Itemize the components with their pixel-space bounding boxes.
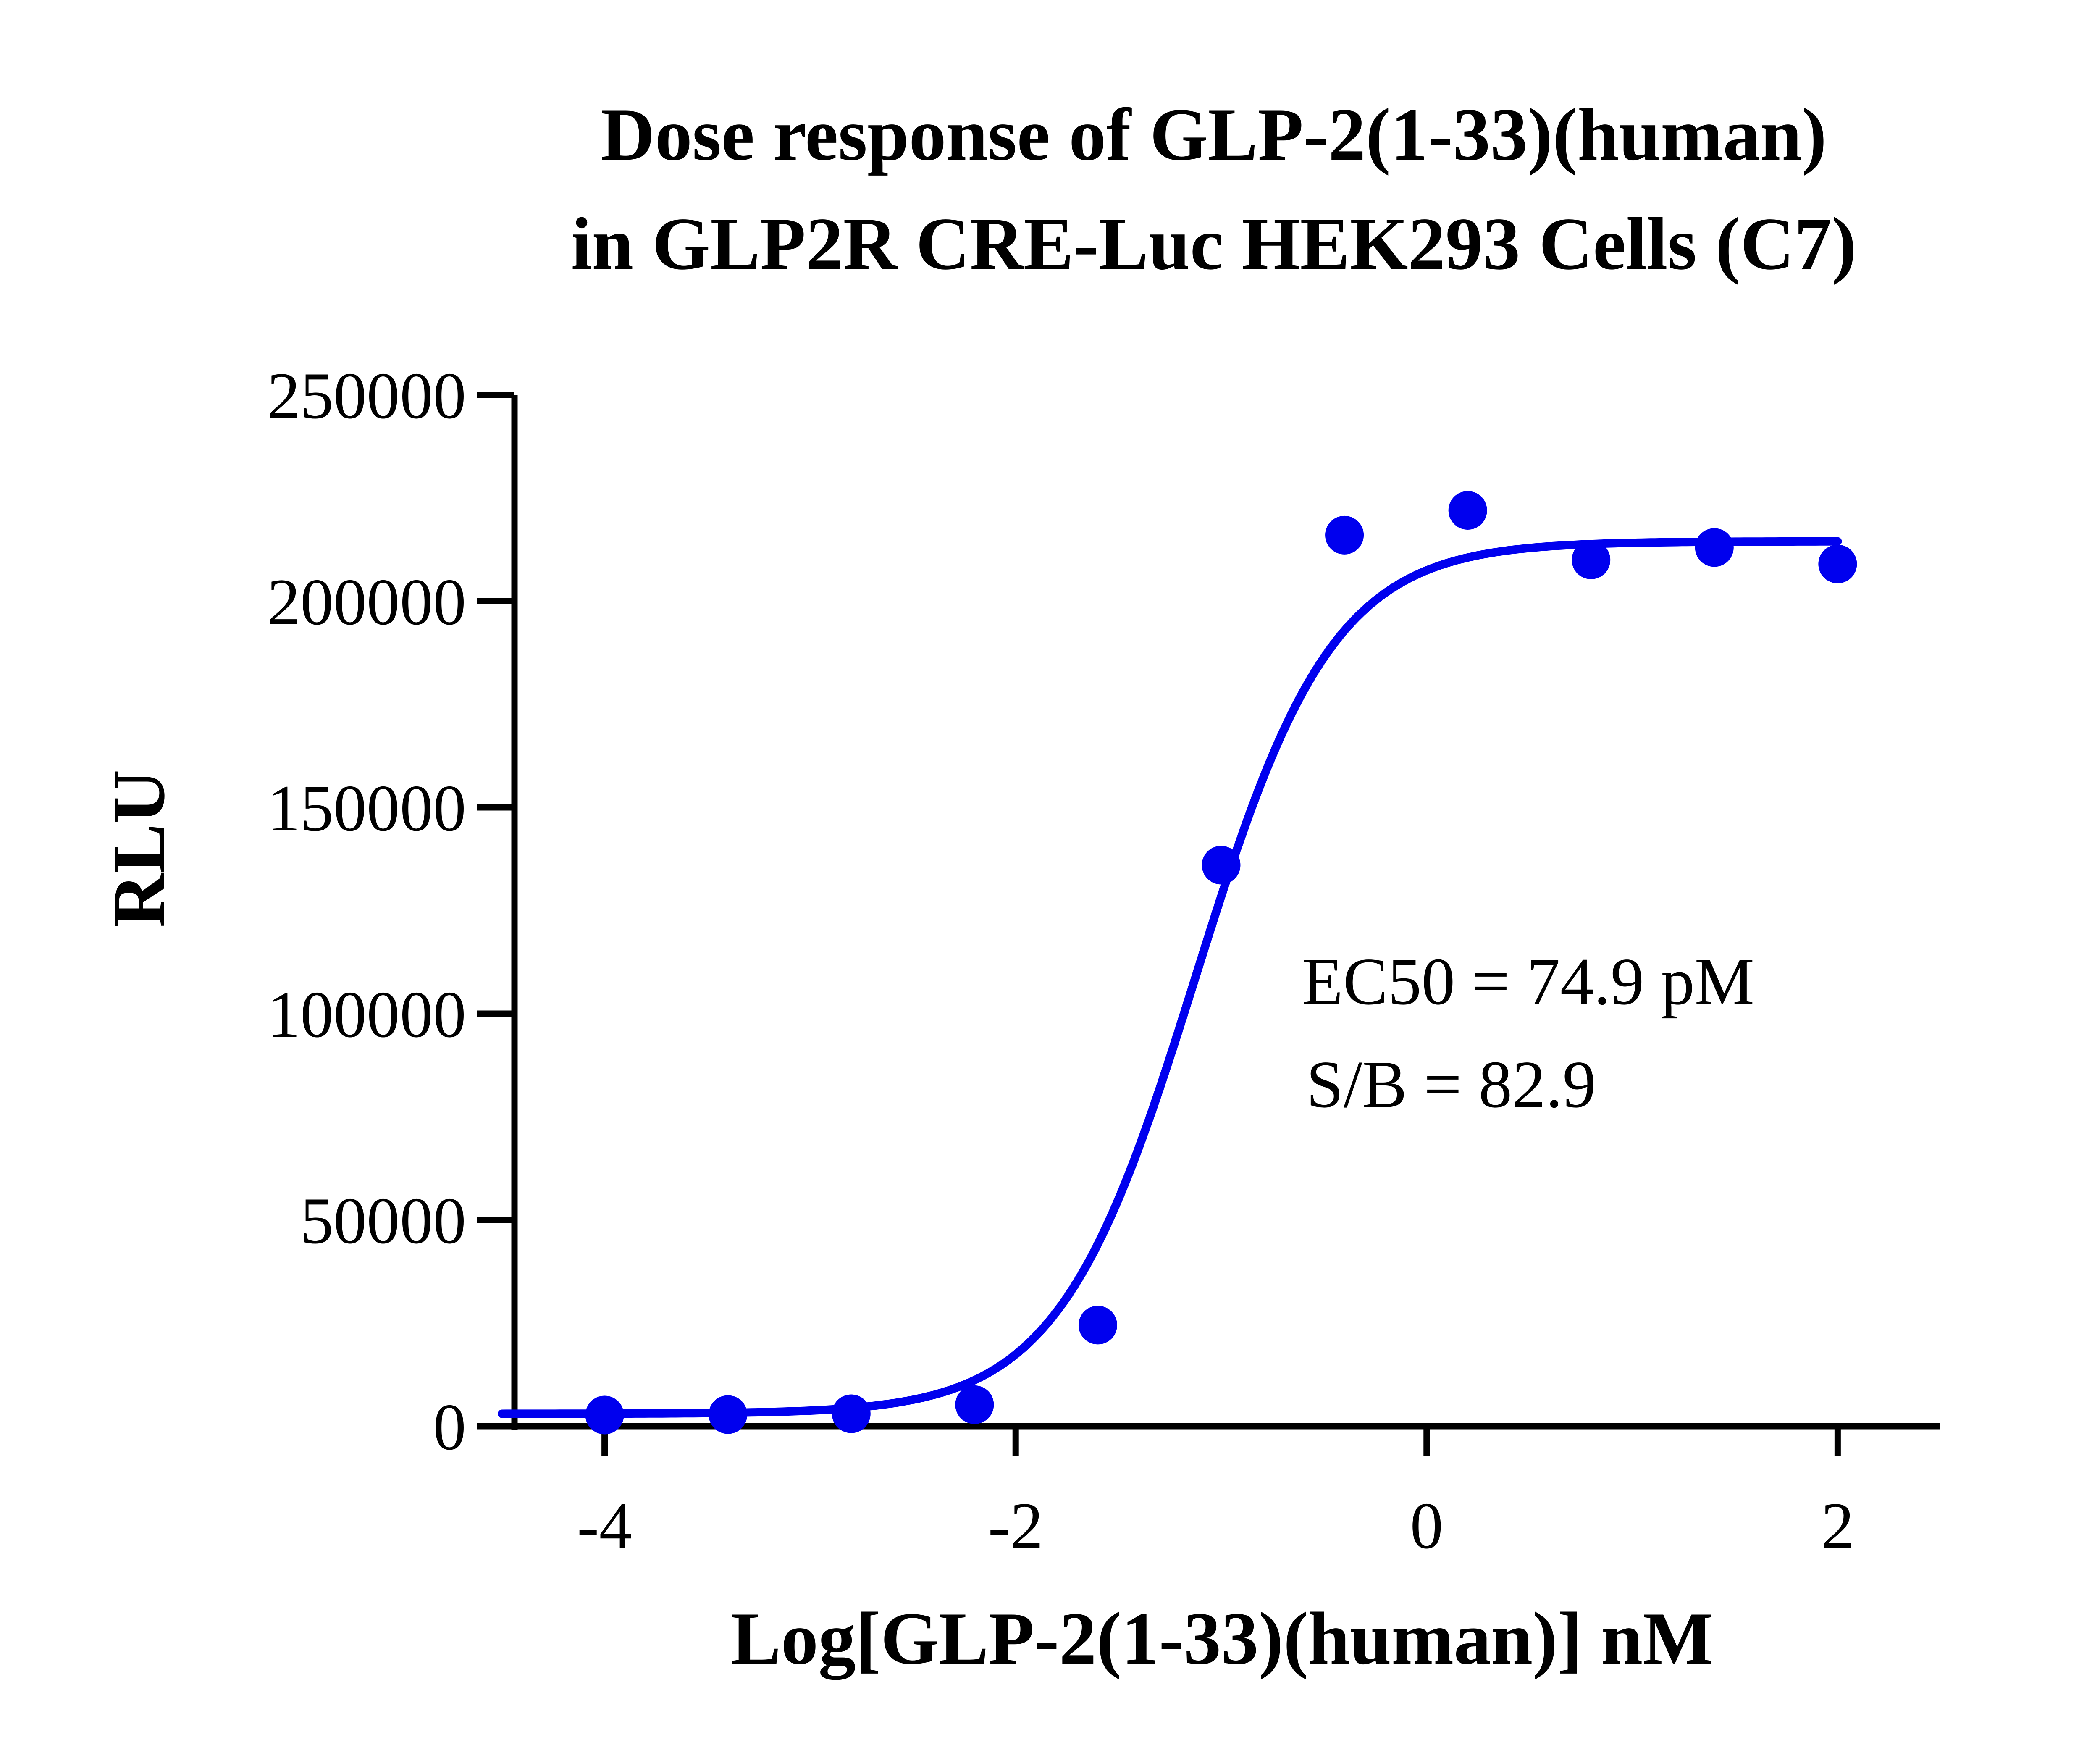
data-point bbox=[955, 1385, 994, 1424]
x-axis-label: Log[GLP-2(1-33)(human)] nM bbox=[731, 1597, 1714, 1680]
data-point bbox=[1448, 491, 1487, 530]
y-tick-label: 100000 bbox=[267, 978, 466, 1051]
y-axis-label: RLU bbox=[97, 770, 180, 928]
data-point bbox=[832, 1394, 871, 1433]
x-tick-label: -2 bbox=[988, 1489, 1043, 1563]
data-point bbox=[1325, 515, 1364, 555]
data-point bbox=[1572, 540, 1611, 579]
data-point bbox=[585, 1395, 624, 1435]
x-tick-label: 2 bbox=[1821, 1489, 1854, 1563]
data-point bbox=[1818, 544, 1857, 583]
y-tick-label: 0 bbox=[433, 1390, 466, 1464]
x-axis-ticks: -4 -2 0 2 bbox=[577, 1426, 1854, 1563]
y-tick-label: 150000 bbox=[267, 772, 466, 845]
data-points bbox=[585, 491, 1857, 1435]
ec50-annotation: EC50 = 74.9 pM bbox=[1302, 944, 1754, 1019]
data-point bbox=[1695, 528, 1734, 567]
data-point bbox=[709, 1395, 748, 1434]
x-tick-label: 0 bbox=[1410, 1489, 1443, 1563]
y-axis-ticks: 0 50000 100000 150000 200000 250000 bbox=[267, 359, 514, 1464]
x-tick-label: -4 bbox=[577, 1489, 633, 1563]
data-point bbox=[1078, 1306, 1117, 1345]
y-tick-label: 200000 bbox=[267, 565, 466, 639]
data-point bbox=[1202, 846, 1241, 885]
y-tick-label: 250000 bbox=[267, 359, 466, 433]
sb-annotation: S/B = 82.9 bbox=[1306, 1047, 1596, 1122]
chart-title-line-2: in GLP2R CRE-Luc HEK293 Cells (C7) bbox=[571, 202, 1857, 285]
y-tick-label: 50000 bbox=[300, 1184, 466, 1258]
chart-title-line-1: Dose response of GLP-2(1-33)(human) bbox=[601, 93, 1827, 176]
